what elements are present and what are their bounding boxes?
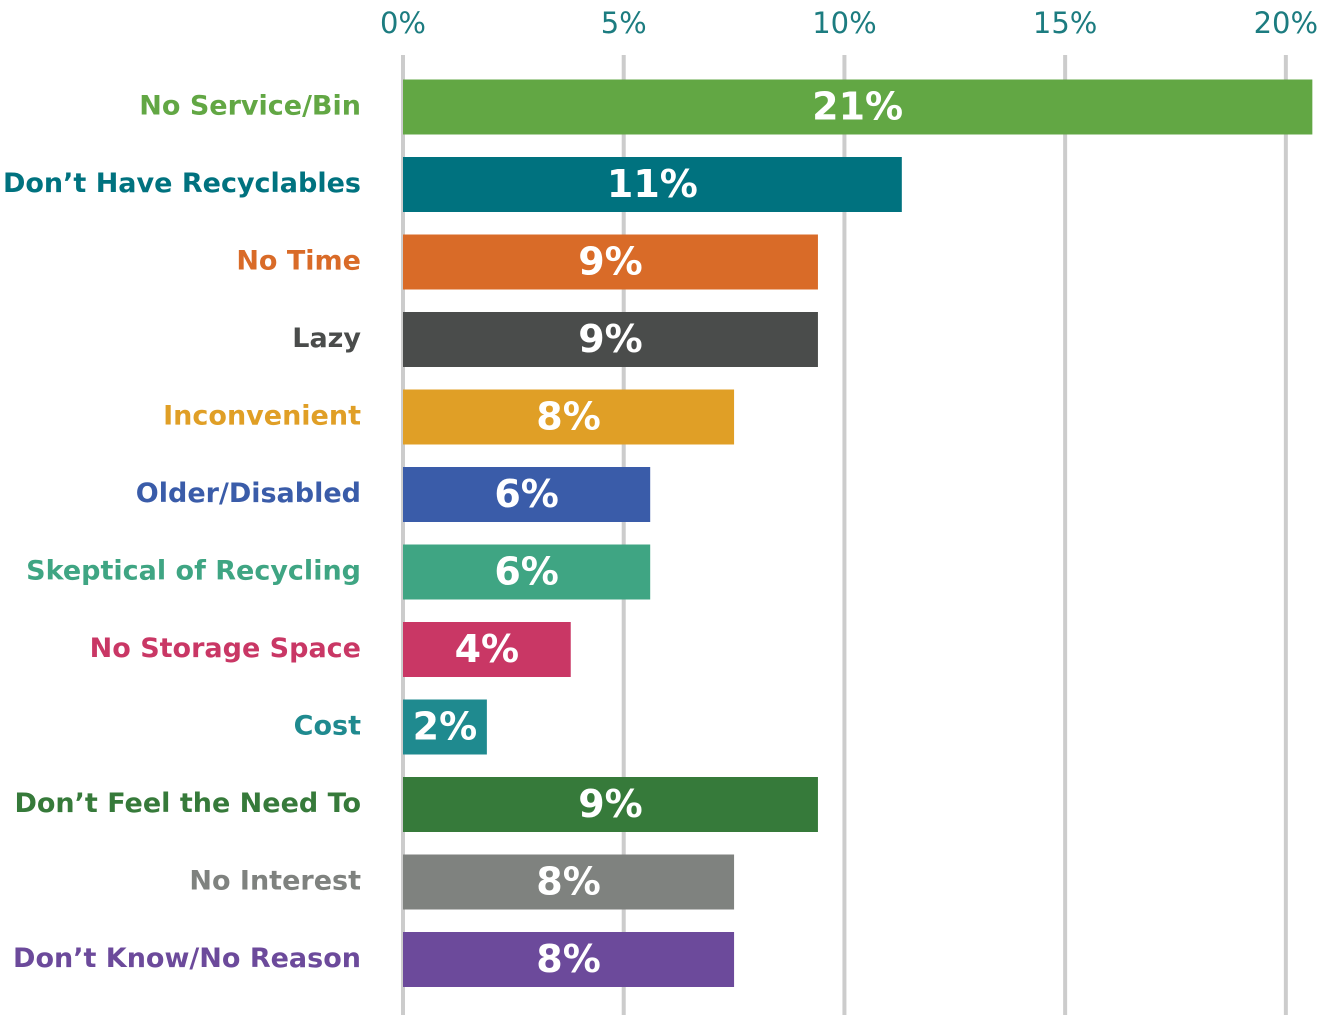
value-label: 11% [607, 162, 698, 206]
category-label: No Service/Bin [139, 91, 361, 122]
value-label: 8% [536, 937, 601, 981]
category-label: Inconvenient [163, 401, 361, 432]
value-label: 2% [413, 705, 478, 749]
category-label: No Interest [189, 866, 361, 897]
bar [403, 544, 651, 600]
x-tick-label: 20% [1254, 6, 1318, 40]
x-tick-label: 5% [601, 6, 647, 40]
bar [403, 312, 818, 367]
x-tick-label: 10% [812, 6, 876, 40]
value-label: 8% [536, 395, 601, 439]
category-label: Don’t Feel the Need To [14, 788, 361, 819]
category-label: Older/Disabled [136, 478, 361, 509]
category-label: Lazy [292, 323, 361, 354]
category-label: Don’t Have Recyclables [3, 168, 361, 199]
bar [403, 699, 487, 755]
category-label: Cost [294, 711, 361, 742]
value-label: 9% [578, 317, 643, 361]
bar [403, 854, 735, 910]
bar [403, 777, 818, 832]
category-label: No Storage Space [90, 633, 361, 664]
bar [403, 157, 902, 212]
bar [403, 622, 571, 677]
bar [403, 467, 651, 522]
category-label: Skeptical of Recycling [26, 556, 361, 587]
value-label: 8% [536, 860, 601, 904]
bar [403, 79, 1313, 135]
x-tick-label: 15% [1033, 6, 1097, 40]
category-label: No Time [236, 246, 361, 277]
bar [403, 389, 735, 445]
value-label: 6% [494, 550, 559, 594]
value-label: 21% [812, 85, 903, 129]
value-label: 4% [455, 627, 520, 671]
bar [403, 932, 735, 987]
x-tick-label: 0% [380, 6, 426, 40]
value-label: 9% [578, 782, 643, 826]
bar [403, 234, 818, 290]
category-label: Don’t Know/No Reason [13, 943, 361, 974]
value-label: 6% [494, 472, 559, 516]
value-label: 9% [578, 240, 643, 284]
